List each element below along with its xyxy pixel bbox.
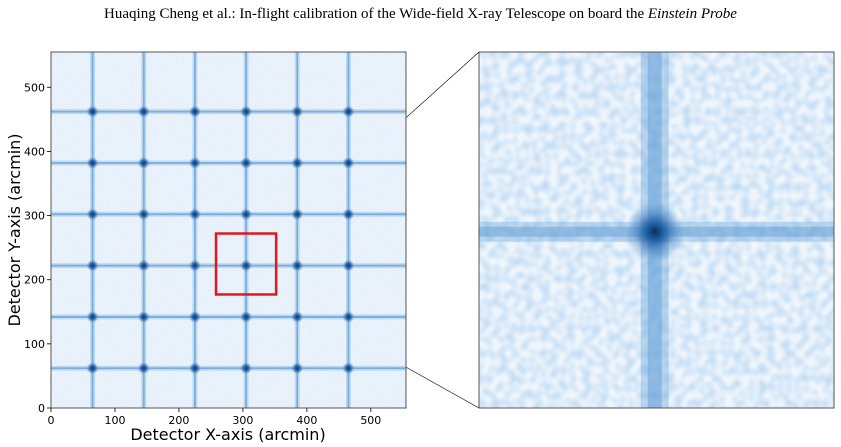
cross-intersection — [240, 259, 253, 272]
cross-intersection — [86, 105, 99, 118]
cross-intersection — [240, 105, 253, 118]
cross-intersection — [291, 208, 304, 221]
y-axis-label: Detector Y-axis (arcmin) — [5, 133, 24, 326]
cross-intersection — [291, 156, 304, 169]
cross-intersection — [137, 310, 150, 323]
cross-intersection — [240, 208, 253, 221]
y-tick-label: 300 — [24, 210, 45, 223]
cross-intersections — [86, 105, 355, 375]
x-tick-label: 0 — [48, 414, 55, 427]
cross-intersection — [137, 259, 150, 272]
cross-intersection — [240, 310, 253, 323]
zoomed-panel — [479, 52, 834, 408]
zoom-region-box — [214, 232, 278, 296]
header-italic-text: Einstein Probe — [647, 6, 737, 22]
x-tick-label: 300 — [232, 414, 253, 427]
left-panel-frame — [50, 51, 407, 409]
cross-intersection — [86, 310, 99, 323]
cross-intersection — [188, 105, 201, 118]
y-tick-label: 500 — [24, 81, 45, 94]
x-axis-label: Detector X-axis (arcmin) — [130, 425, 325, 444]
right-panel-frame — [478, 51, 835, 409]
y-tick-label: 100 — [24, 338, 45, 351]
cross-intersection — [342, 259, 355, 272]
cross-intersection — [342, 310, 355, 323]
cross-intersection — [342, 105, 355, 118]
zoomed-intersection — [624, 201, 685, 262]
left-panel-axes: 0 100 200 300 400 500 0 100 200 300 400 500 — [24, 81, 381, 427]
cross-intersection — [86, 362, 99, 375]
cross-intersection — [342, 208, 355, 221]
cross-intersection — [188, 362, 201, 375]
cross-intersection — [291, 362, 304, 375]
cross-intersection — [137, 156, 150, 169]
x-tick-label: 500 — [360, 414, 381, 427]
cross-intersection — [137, 208, 150, 221]
page-header: Huaqing Cheng et al.: In-flight calibrat… — [0, 6, 841, 23]
cross-intersection — [291, 310, 304, 323]
cross-intersection — [137, 362, 150, 375]
y-tick-label: 200 — [24, 274, 45, 287]
cross-intersection — [291, 105, 304, 118]
cross-intersection — [86, 208, 99, 221]
cross-intersection — [188, 310, 201, 323]
y-tick-label: 0 — [38, 402, 45, 415]
cross-intersection — [188, 259, 201, 272]
cross-intersection — [137, 105, 150, 118]
cross-intersection — [86, 156, 99, 169]
cross-intersection — [188, 156, 201, 169]
cross-intersection — [240, 362, 253, 375]
x-tick-label: 100 — [104, 414, 125, 427]
cross-intersection — [188, 208, 201, 221]
cross-intersection — [240, 156, 253, 169]
x-tick-label: 200 — [168, 414, 189, 427]
cross-intersection — [291, 259, 304, 272]
full-detector-panel — [51, 52, 406, 408]
header-text: Huaqing Cheng et al.: In-flight calibrat… — [104, 6, 648, 22]
cross-intersection — [86, 259, 99, 272]
zoomed-cross — [479, 52, 834, 408]
x-tick-label: 400 — [296, 414, 317, 427]
cross-intersection — [342, 362, 355, 375]
cross-intersection — [342, 156, 355, 169]
y-tick-label: 400 — [24, 145, 45, 158]
